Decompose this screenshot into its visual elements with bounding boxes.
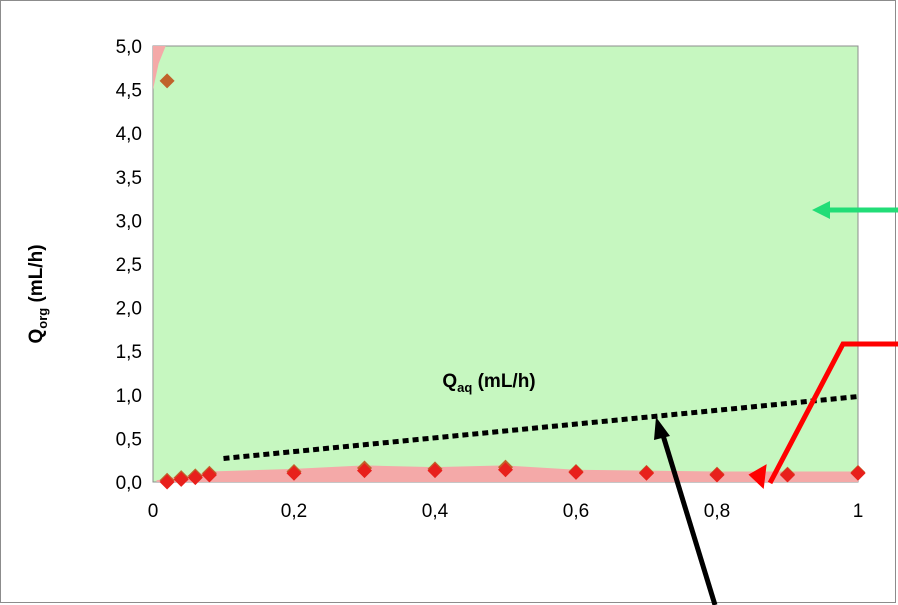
x-axis-title-sub: aq [457,380,472,395]
x-axis-title: Qaq (mL/h) [442,371,535,395]
data-point [639,465,654,481]
data-point [780,467,795,483]
x-tick-label: 0 [148,501,159,522]
plot-area [152,45,866,490]
y-tick-label: 0,0 [116,473,142,494]
y-tick-label: 2,0 [116,299,142,320]
data-point [357,463,372,479]
y-tick-label: 4,5 [116,81,142,102]
y-axis-title: Qorg (mL/h) [26,244,50,343]
y-tick-label: 3,5 [116,168,142,189]
x-tick-label: 0,8 [704,501,730,522]
data-point [709,467,725,483]
y-tick-label: 0,5 [116,429,142,450]
data-point [850,465,866,481]
x-tick-labels: 0 0,2 0,4 0,6 0,8 1 [148,501,864,522]
x-axis-title-unit: (mL/h) [472,371,535,392]
y-tick-label: 5,0 [116,37,142,58]
green-arrow [812,201,898,219]
series-2 [159,462,866,490]
y-tick-label: 1,5 [116,342,142,363]
data-point [187,470,203,486]
annotation-arrows [654,201,898,605]
red-region-top [153,46,166,90]
x-tick-label: 0,2 [281,501,307,522]
x-tick-label: 0,6 [563,501,589,522]
data-point [159,474,175,490]
x-tick-label: 0,4 [422,501,449,522]
black-arrow [654,417,718,605]
dotted-trend-line [223,394,859,461]
green-region [152,45,859,483]
y-tick-label: 2,5 [116,255,142,276]
y-tick-label: 3,0 [116,211,142,232]
data-point [286,465,302,481]
x-axis-title-main: Q [442,371,457,392]
x-tick-label: 1 [853,501,864,522]
data-point [568,464,584,480]
data-point [173,471,189,487]
data-point [498,462,513,478]
data-point [159,73,175,89]
y-tick-label: 1,0 [116,386,142,407]
y-tick-label: 4,0 [116,124,142,145]
y-axis-title-unit: (mL/h) [26,244,47,307]
y-axis-title-sub: org [35,308,50,329]
data-point [201,467,217,483]
y-tick-labels: 0,0 0,5 1,0 1,5 2,0 2,5 3,0 3,5 4,0 4,5 5,0 [116,37,142,494]
data-point [427,463,443,479]
red-arrow [748,341,898,489]
y-axis-title-main: Q [26,329,47,344]
